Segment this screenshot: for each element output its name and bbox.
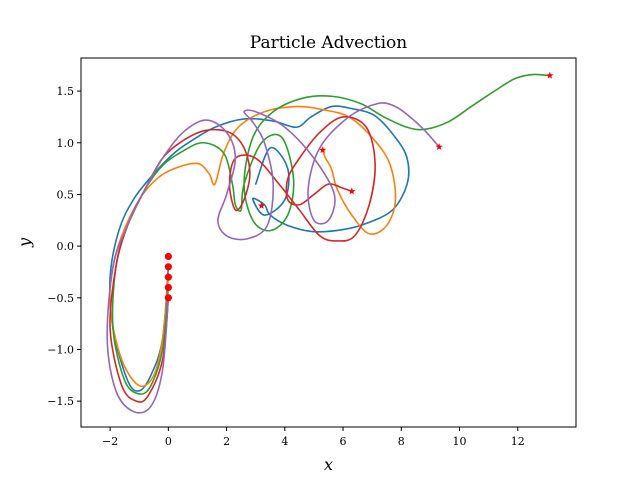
start-point-marker	[164, 252, 172, 261]
start-point-marker	[164, 294, 172, 302]
start-point-marker	[164, 263, 172, 271]
y-tick-label: 0.0	[57, 240, 75, 253]
y-tick-label: 0.5	[57, 188, 75, 201]
end-point-marker	[319, 146, 327, 154]
plot-frame	[80, 57, 577, 428]
x-tick-label: 0	[165, 435, 172, 448]
end-point-marker	[257, 202, 266, 209]
marker-layer	[164, 71, 554, 302]
start-point-marker	[164, 273, 172, 281]
end-point-marker	[546, 71, 554, 79]
trajectory-line-4	[109, 115, 376, 403]
start-point-marker	[164, 283, 172, 292]
end-point-marker	[348, 187, 356, 195]
end-point-marker	[435, 143, 443, 150]
y-axis-label: y	[15, 237, 34, 248]
y-tick-label: −1.0	[47, 343, 74, 356]
trajectory-line-5	[106, 102, 440, 414]
chart-title: Particle Advection	[250, 33, 407, 53]
y-tick-label: −0.5	[47, 292, 74, 305]
y-tick-label: 1.0	[57, 137, 75, 150]
x-tick-label: 12	[511, 435, 525, 448]
x-tick-label: 8	[398, 435, 405, 448]
x-tick-label: 10	[453, 435, 467, 448]
y-tick-label: −1.5	[47, 395, 74, 408]
tick-layer: −2 0 2 4 6 8 10 12 −1.5 −1.0 −0.5 0.0 0.5 1.0 1.5	[47, 85, 524, 448]
x-tick-label: 6	[340, 435, 347, 448]
series-layer	[106, 73, 551, 414]
x-tick-label: −2	[102, 435, 118, 448]
x-tick-label: 4	[281, 435, 288, 448]
trajectory-line-1	[108, 105, 410, 392]
trajectory-line-2	[108, 105, 397, 388]
y-tick-label: 1.5	[57, 85, 75, 98]
x-axis-label: x	[324, 455, 333, 474]
x-tick-label: 2	[223, 435, 230, 448]
